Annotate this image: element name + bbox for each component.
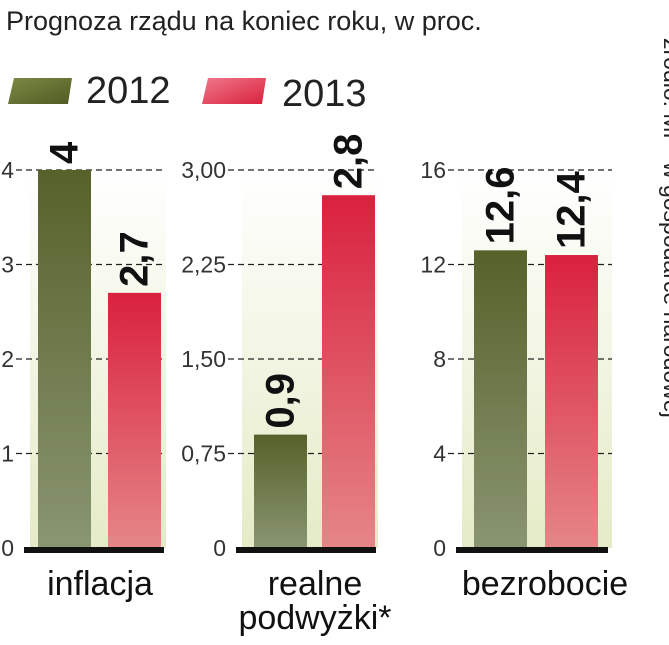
y-tick-label: 12 — [420, 252, 446, 278]
x-axis-baseline — [236, 547, 376, 553]
source-note: źródło: MF* w gospodarce narodowej — [659, 38, 669, 418]
bar-value-label: 12,4 — [550, 170, 594, 249]
legend: 2012 2013 — [8, 70, 367, 115]
y-tick-label: 8 — [433, 346, 446, 372]
y-tick-label: 4 — [433, 441, 446, 467]
legend-swatch-2013 — [202, 78, 266, 104]
y-tick-label: 0 — [213, 535, 226, 561]
bar-2013 — [108, 292, 161, 548]
bar-value-label: 12,6 — [479, 166, 523, 244]
bar-2012 — [254, 434, 307, 548]
bar-value-label: 2,8 — [327, 134, 371, 190]
bar-value-label: 2,7 — [113, 231, 157, 287]
legend-label-2013: 2013 — [282, 73, 367, 115]
category-label: inflacja — [47, 565, 153, 603]
x-axis-baseline — [456, 547, 608, 553]
chart-title: Prognoza rządu na koniec roku, w proc. — [6, 6, 482, 36]
chart-panels: 0123442,7inflacja00,751,502,253,000,92,8… — [1, 134, 628, 637]
bar-value-label: 0,9 — [259, 373, 303, 429]
bar-2012 — [474, 250, 527, 548]
category-label: realne — [268, 565, 363, 603]
panel-3: 0 4 8 12 16 12,6 12,4 bezrobocie — [420, 157, 628, 603]
y-tick-label: 0,75 — [181, 441, 226, 467]
y-tick-label: 3,00 — [181, 157, 226, 183]
bar-2013 — [322, 195, 375, 548]
y-tick-label: 1,50 — [181, 346, 226, 372]
y-tick-label: 2,25 — [181, 252, 226, 278]
y-tick-label: 4 — [1, 157, 14, 183]
bar-value-label: 4 — [43, 141, 87, 164]
bar-2012 — [38, 170, 91, 548]
x-axis-baseline — [24, 547, 164, 553]
panel-1: 0 1 2 3 4 4 2,7 inflacja — [1, 141, 166, 603]
bar-2013 — [545, 255, 598, 549]
legend-label-2012: 2012 — [86, 70, 171, 112]
y-tick-label: 3 — [1, 252, 14, 278]
y-tick-label: 0 — [433, 535, 446, 561]
y-tick-label: 1 — [1, 441, 14, 467]
category-label: bezrobocie — [462, 565, 628, 603]
y-tick-label: 2 — [1, 346, 14, 372]
y-tick-label: 0 — [1, 535, 14, 561]
legend-swatch-2012 — [8, 78, 72, 104]
y-tick-label: 16 — [420, 157, 446, 183]
category-label: podwyżki* — [238, 599, 391, 637]
